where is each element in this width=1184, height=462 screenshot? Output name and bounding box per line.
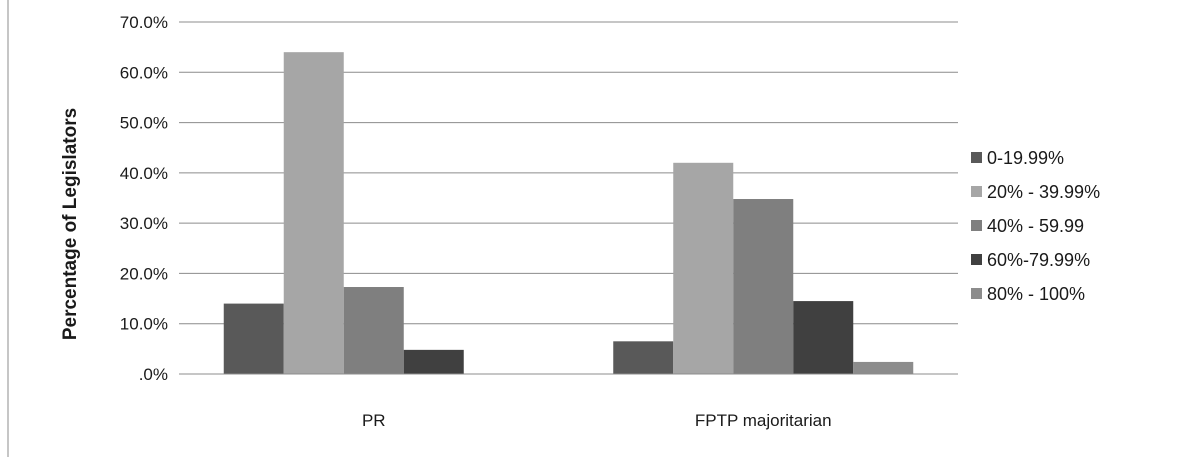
y-tick-label: 10.0% [120, 315, 168, 334]
legend-swatch [971, 152, 982, 163]
bar [733, 199, 794, 374]
y-tick-label: 30.0% [120, 214, 168, 233]
legend-swatch [971, 220, 982, 231]
y-tick-label: 50.0% [120, 114, 168, 133]
bar [793, 301, 854, 374]
bar [673, 162, 734, 374]
bar [853, 361, 914, 374]
bar [343, 287, 404, 374]
y-tick-label: .0% [139, 365, 168, 384]
y-tick-label: 40.0% [120, 164, 168, 183]
y-tick-label: 70.0% [120, 13, 168, 32]
x-category-label: PR [362, 411, 386, 430]
legend-swatch [971, 288, 982, 299]
legend-label: 0-19.99% [987, 148, 1064, 168]
x-category-label: FPTP majoritarian [695, 411, 832, 430]
y-axis-title: Percentage of Legislators [60, 108, 81, 340]
bar [403, 349, 464, 374]
legend-label: 80% - 100% [987, 284, 1085, 304]
bar [283, 52, 344, 375]
bar [613, 341, 674, 374]
legend-label: 60%-79.99% [987, 250, 1090, 270]
bars [223, 52, 914, 375]
legend-swatch [971, 254, 982, 265]
legend-label: 40% - 59.99 [987, 216, 1084, 236]
y-tick-label: 20.0% [120, 264, 168, 283]
bar [223, 303, 284, 374]
y-axis-ticks: .0% 10.0% 20.0% 30.0% 40.0% 50.0% 60.0% 70.0% [120, 13, 168, 384]
x-axis-categories: PR FPTP majoritarian [362, 411, 832, 430]
y-tick-label: 60.0% [120, 63, 168, 82]
legend: 0-19.99% 20% - 39.99% 40% - 59.99 60%-79.99… [971, 148, 1100, 304]
legend-label: 20% - 39.99% [987, 182, 1100, 202]
legend-swatch [971, 186, 982, 197]
